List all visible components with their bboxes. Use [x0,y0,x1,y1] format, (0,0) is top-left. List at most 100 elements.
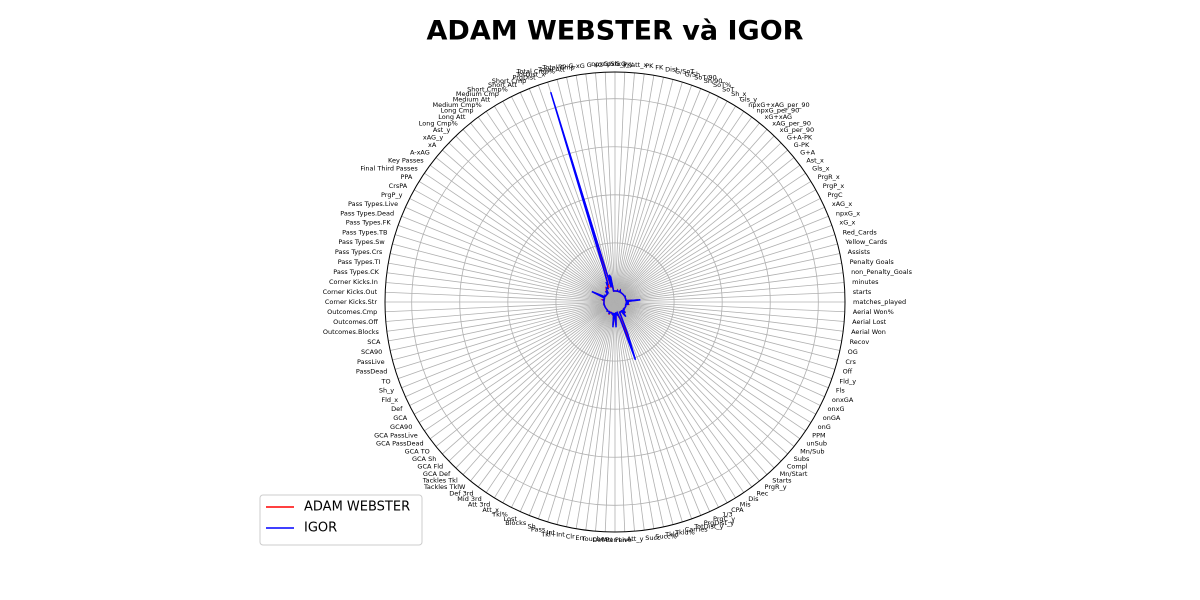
category-label: npxG_y [603,60,627,68]
spoke [614,291,845,303]
category-label: xA [428,141,437,149]
spoke [614,122,760,303]
spoke [614,272,844,303]
category-label: npxG+xAG_per_90 [748,101,809,109]
category-label: Short Att [488,81,517,89]
spoke [470,122,616,303]
category-label: npxG_per_90 [757,107,800,115]
spoke [511,301,616,508]
spoke [614,301,842,342]
category-label: PrgC_y [713,515,735,523]
spoke [604,72,616,303]
spoke [386,301,616,332]
category-label: Recov [850,338,870,346]
category-label: PrgDist_y [704,519,734,527]
spoke [614,206,825,303]
spoke [614,301,840,351]
spoke [614,225,832,303]
category-label: Aerial Won [851,328,886,336]
spoke [614,301,782,462]
spoke [614,215,829,303]
category-label: Pass [531,526,546,534]
category-label: GCA90 [390,423,412,431]
category-label: Blocks [505,519,527,527]
category-label: Ast_x [806,156,824,164]
category-label: Tackles Tkl [422,477,458,485]
category-label: Def 3rd [449,489,473,497]
category-label: Fls [836,387,846,395]
category-label: Att_x [482,506,499,514]
category-label: PassLive [357,358,385,366]
spoke [614,301,683,523]
spoke [614,73,645,303]
category-label: npxG/Sh [591,60,619,68]
category-label: Aerial Lost [852,318,887,326]
spoke [614,301,760,482]
spoke [448,301,616,462]
spoke [575,75,616,303]
spoke [556,79,616,303]
spoke [614,301,844,332]
category-label: Err [575,534,585,542]
spoke [405,301,616,398]
legend-label: IGOR [304,521,337,536]
category-label: Assists [848,248,871,256]
category-label: xAG_x [832,200,852,208]
spoke [502,101,616,303]
spoke [595,72,616,303]
category-label: GCA PassDead [376,440,424,448]
category-label: Outcomes.Cmp [327,308,377,316]
outer-frame [384,71,846,533]
category-label: G-xG [587,61,603,69]
spoke [585,301,616,531]
spoke [614,72,635,303]
category-label: unSub [806,440,827,448]
spoke [392,243,616,303]
spoke [614,301,836,370]
spoke [614,301,821,406]
spoke [409,301,616,406]
category-label: GCA PassLive [374,431,418,439]
spoke [614,105,736,303]
spoke [614,164,801,303]
spoke [390,253,616,303]
category-label: Sh [527,522,535,530]
category-label: minutes [852,278,879,286]
category-label: G+A [800,148,815,156]
spoke [614,243,838,303]
category-label: onG [818,423,831,431]
category-label: Live [618,536,631,544]
category-label: Outcomes.Off [333,318,378,326]
spoke [614,301,753,488]
spoke [511,96,616,303]
category-label: Rec [757,489,769,497]
spoke [614,72,626,303]
category-label: Penalty Goals [850,258,895,266]
spoke [614,81,683,303]
category-label: Medium Cmp [456,90,499,98]
category-label: Subs [794,455,810,463]
spoke [614,301,825,398]
category-label: PrgR_x [818,173,840,181]
category-label: CrsPA [389,182,408,190]
spoke [448,142,616,303]
spoke [462,129,616,303]
category-label: A-xAG [410,148,430,156]
category-label: GCA Def [423,470,451,478]
spoke [614,253,840,303]
category-label: G/Sh [685,70,700,78]
category-label: xAG_y [423,133,443,141]
spoke [494,301,616,499]
category-label: Short Cmp [492,77,527,85]
spoke [401,215,616,303]
category-label: SoT% [713,81,731,89]
spoke [485,301,616,493]
category-label: TotDist_x [515,70,545,78]
category-label: Dis [748,495,759,503]
spoke [614,301,645,531]
category-label: TO [381,377,391,385]
spoke [528,301,616,516]
category-label: Pass Types.Dead [340,209,394,217]
category-label: PrgDist [512,74,536,82]
category-label: Long Cmp [441,107,474,115]
